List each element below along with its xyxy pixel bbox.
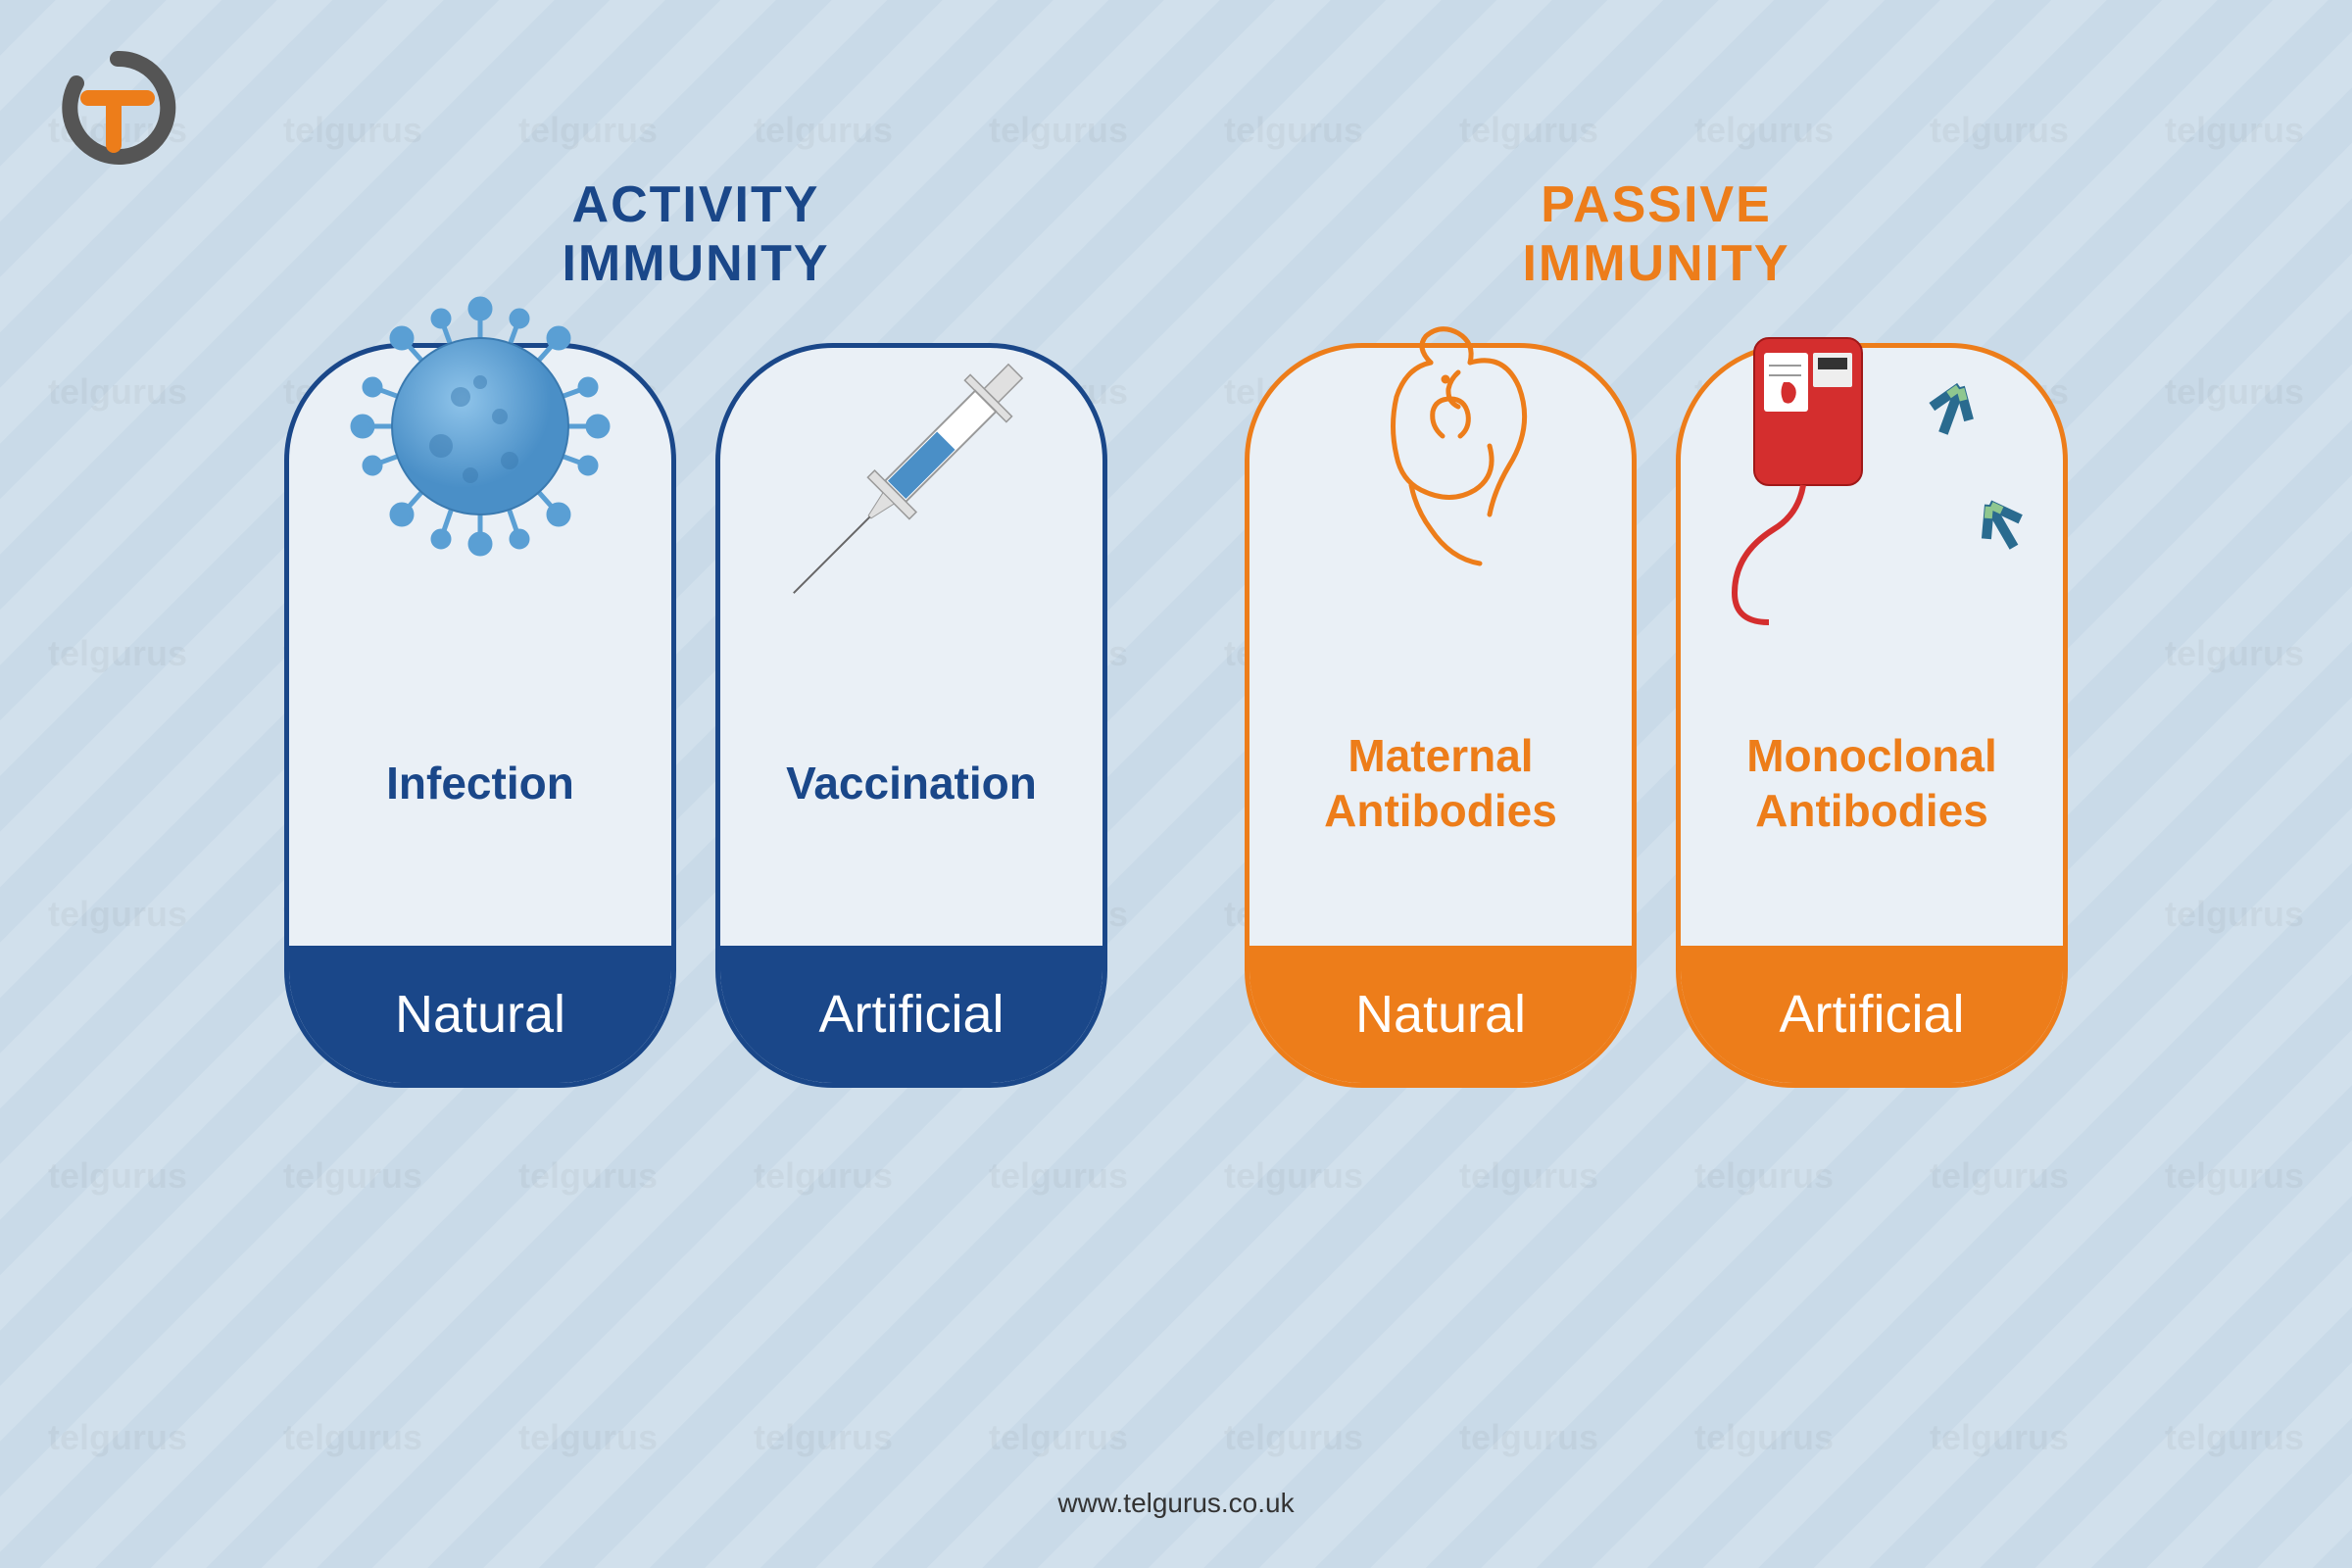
mother-baby-icon: [1313, 318, 1568, 598]
card-infection: Infection Natural: [284, 343, 676, 1088]
activity-title: ACTIVITY IMMUNITY: [562, 176, 829, 294]
section-activity-immunity: ACTIVITY IMMUNITY: [284, 176, 1107, 1088]
passive-cards-row: Maternal Antibodies Natural: [1245, 343, 2068, 1088]
infection-label: Infection: [386, 757, 574, 810]
vaccination-label: Vaccination: [786, 757, 1037, 810]
infection-footer: Natural: [289, 946, 671, 1083]
section-passive-immunity: PASSIVE IMMUNITY: [1245, 176, 2068, 1088]
vaccination-footer: Artificial: [720, 946, 1102, 1083]
maternal-footer: Natural: [1250, 946, 1632, 1083]
activity-cards-row: Infection Natural: [284, 343, 1107, 1088]
monoclonal-label: Monoclonal Antibodies: [1746, 729, 1997, 837]
website-url: www.telgurus.co.uk: [0, 1488, 2352, 1519]
passive-title: PASSIVE IMMUNITY: [1522, 176, 1789, 294]
main-content: ACTIVITY IMMUNITY: [0, 0, 2352, 1088]
card-monoclonal: Monoclonal Antibodies Artificial: [1676, 343, 2068, 1088]
syringe-icon: [764, 309, 1058, 647]
card-maternal: Maternal Antibodies Natural: [1245, 343, 1637, 1088]
card-vaccination: Vaccination Artificial: [715, 343, 1107, 1088]
monoclonal-footer: Artificial: [1681, 946, 2063, 1083]
virus-icon: [343, 289, 617, 568]
blood-bag-antibody-icon: [1686, 318, 2058, 637]
maternal-label: Maternal Antibodies: [1324, 729, 1557, 837]
